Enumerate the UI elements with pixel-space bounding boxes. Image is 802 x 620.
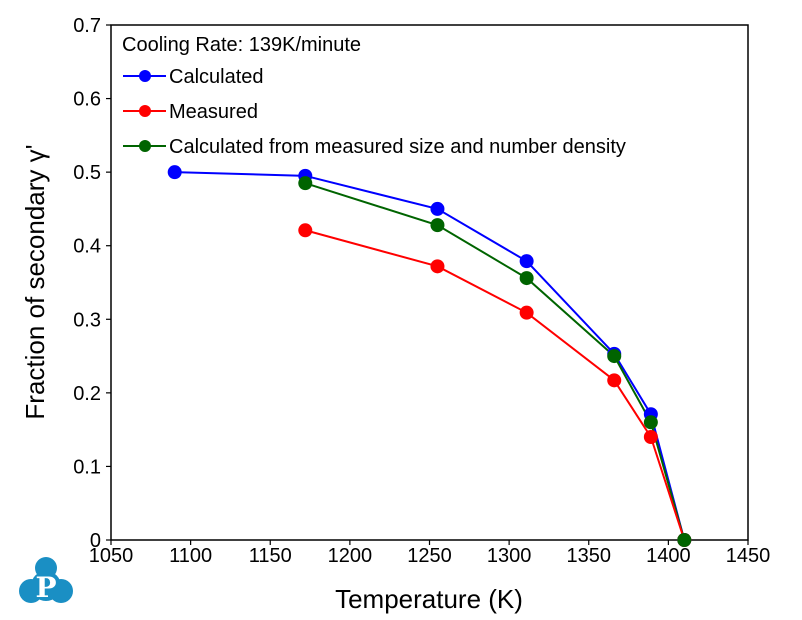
legend-label: Calculated from measured size and number… xyxy=(169,136,626,158)
series-line-1 xyxy=(305,229,686,541)
legend-label: Measured xyxy=(169,101,258,123)
x-tick-label: 1350 xyxy=(567,545,612,567)
data-point-series-2 xyxy=(607,349,622,364)
data-point-series-0 xyxy=(519,254,534,269)
data-point-series-2 xyxy=(677,533,692,547)
data-point-series-1 xyxy=(298,223,313,238)
y-tick-label: 0.2 xyxy=(73,383,101,405)
x-tick-label: 1100 xyxy=(169,545,212,567)
data-point-series-1 xyxy=(430,259,445,274)
data-point-series-2 xyxy=(298,176,313,191)
x-tick-label: 1300 xyxy=(487,545,532,567)
y-tick-label: 0 xyxy=(90,530,101,552)
legend-label: Calculated xyxy=(169,66,264,88)
data-point-series-2 xyxy=(430,218,445,233)
legend-marker xyxy=(139,105,151,117)
x-tick-label: 1050 xyxy=(89,545,134,567)
series-line-2 xyxy=(304,182,686,541)
logo-icon: P xyxy=(19,557,73,604)
x-tick-label: 1200 xyxy=(328,545,373,567)
data-point-series-0 xyxy=(430,201,445,216)
y-tick-label: 0.5 xyxy=(73,162,101,184)
y-tick-label: 0.1 xyxy=(73,456,101,478)
legend-marker xyxy=(139,140,151,152)
x-tick-label: 1400 xyxy=(646,545,691,567)
y-tick-label: 0.6 xyxy=(73,89,101,111)
x-ticks: 1050 1100 1150 1200 1250 1300 1350 1400 1450 xyxy=(89,540,771,567)
x-tick-label: 1150 xyxy=(249,545,292,567)
y-tick-label: 0.3 xyxy=(73,309,101,331)
legend: Calculated Measured Calculated from measur… xyxy=(123,66,626,158)
y-tick-label: 0.7 xyxy=(73,15,101,37)
data-point-series-0 xyxy=(167,165,182,180)
y-axis-title: Fraction of secondary γ' xyxy=(20,144,50,419)
data-point-series-2 xyxy=(519,271,534,286)
y-ticks: 0 0.1 0.2 0.3 0.4 0.5 0.6 0.7 xyxy=(73,15,111,552)
y-tick-label: 0.4 xyxy=(73,236,101,258)
data-point-series-1 xyxy=(519,305,534,320)
legend-marker xyxy=(139,70,151,82)
data-point-series-1 xyxy=(607,373,622,388)
data-point-series-1 xyxy=(643,430,658,444)
cooling-rate-annotation: Cooling Rate: 139K/minute xyxy=(122,34,361,56)
logo-letter: P xyxy=(35,571,56,604)
x-tick-label: 1450 xyxy=(726,545,771,567)
data-point-series-2 xyxy=(643,415,658,430)
series-layer xyxy=(167,165,692,547)
x-tick-label: 1250 xyxy=(407,545,452,567)
x-axis-title: Temperature (K) xyxy=(335,584,523,614)
